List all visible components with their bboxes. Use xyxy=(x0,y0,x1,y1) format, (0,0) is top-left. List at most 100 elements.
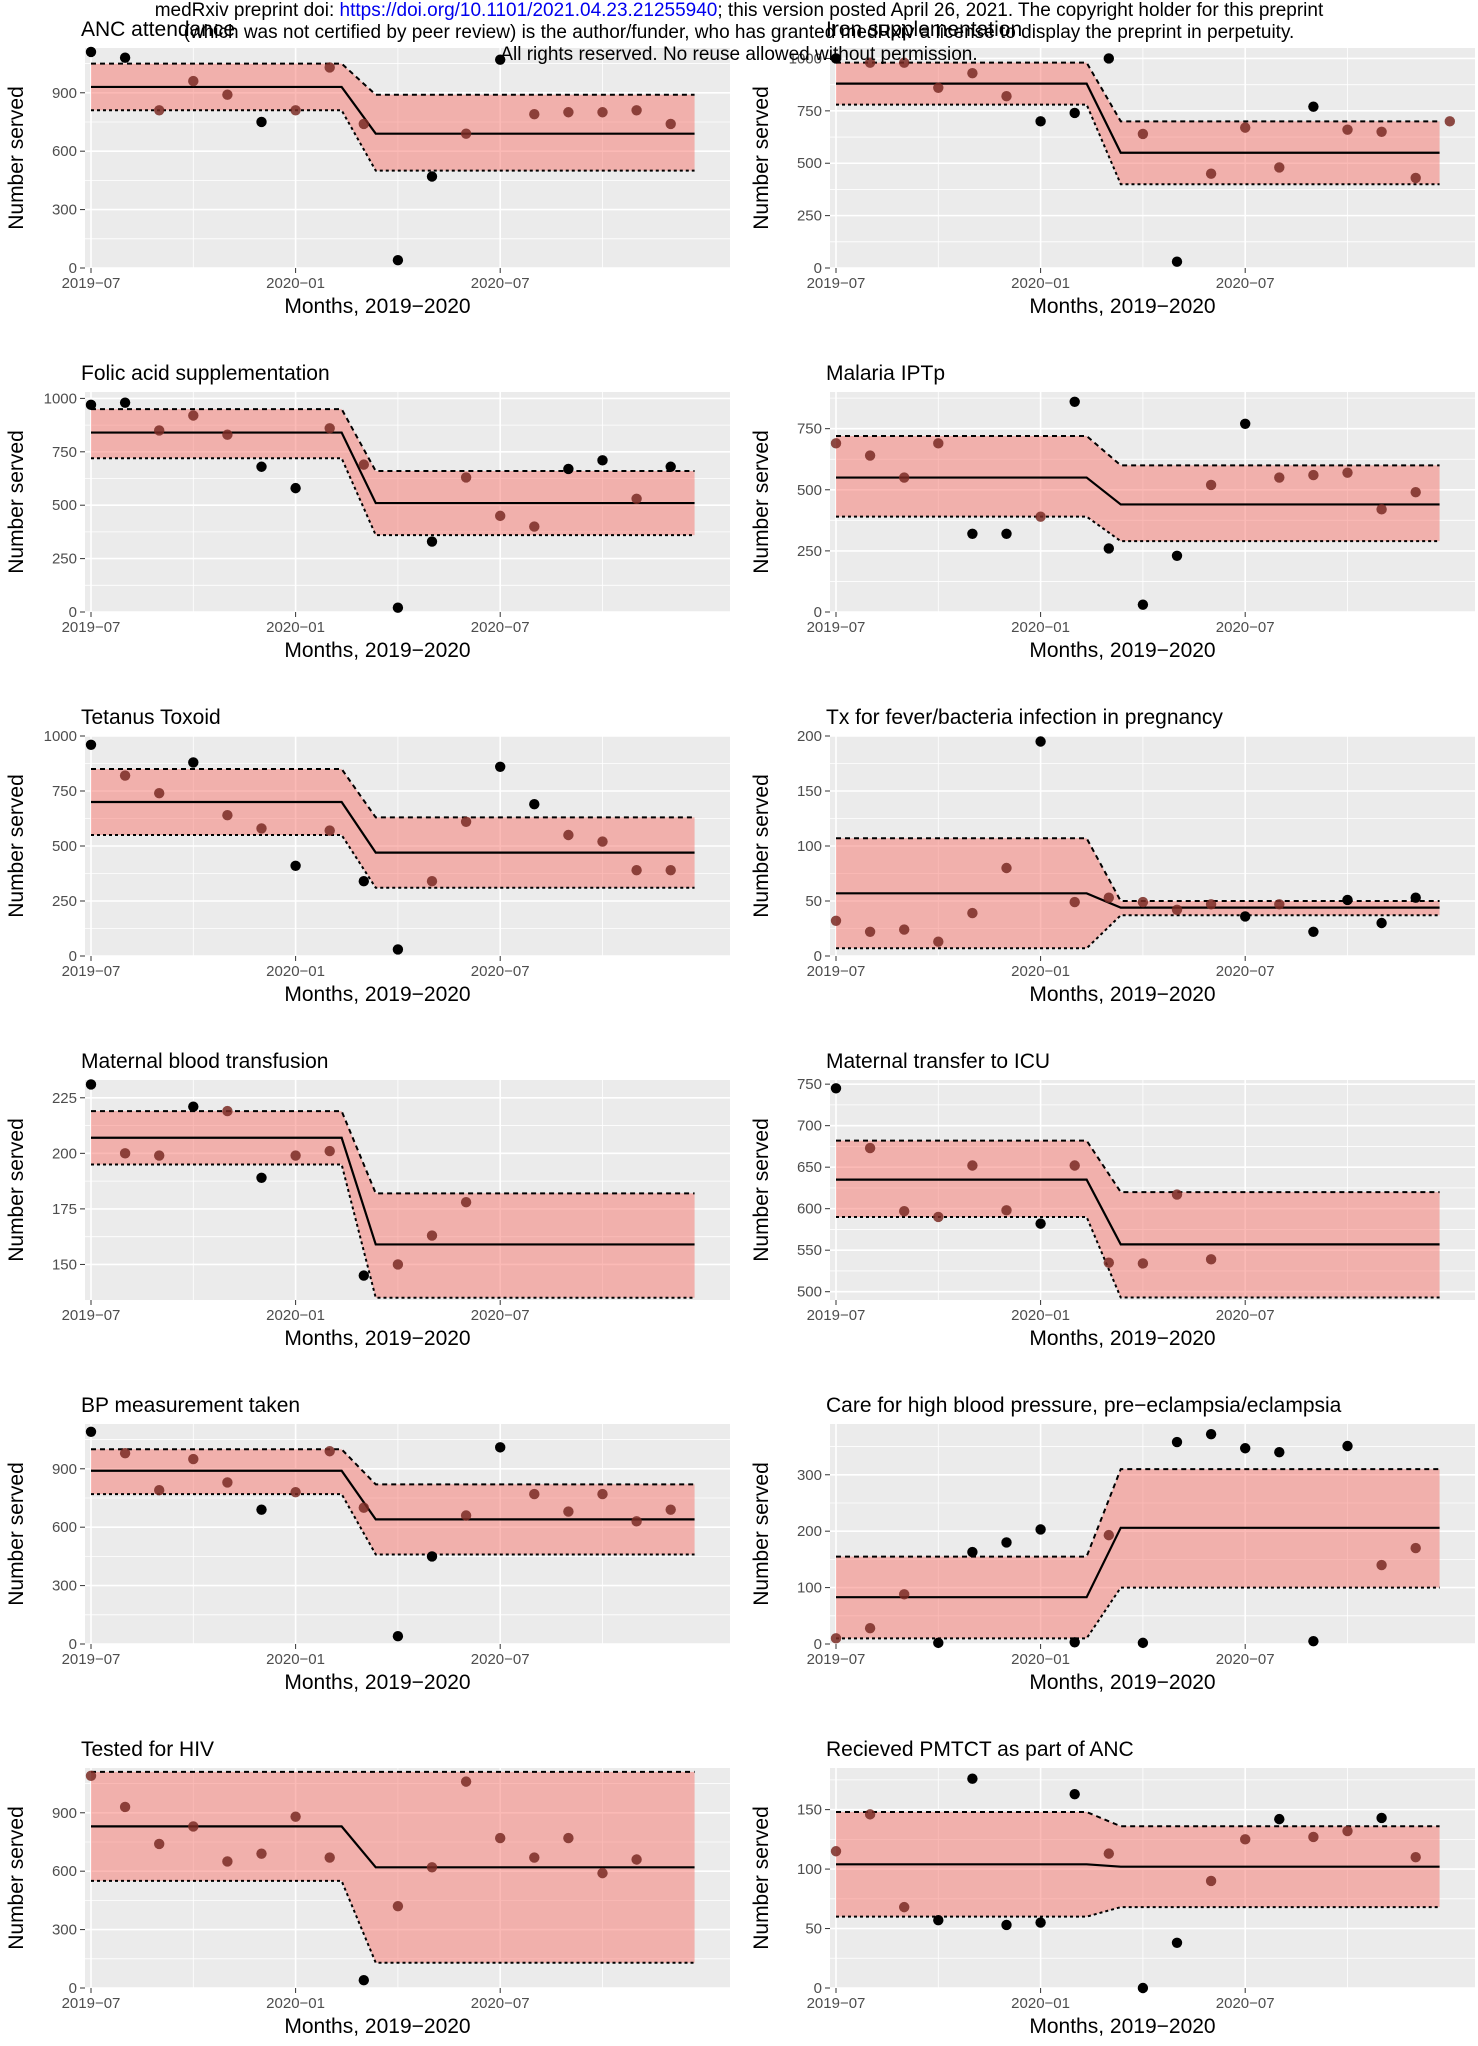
data-point xyxy=(392,1259,404,1270)
lower-bound-line xyxy=(836,515,1440,543)
data-point xyxy=(358,118,369,130)
data-point xyxy=(154,1838,165,1850)
y-tick-label: 650 xyxy=(797,1159,822,1176)
data-point xyxy=(563,107,574,118)
panel-3: 0 250 500 750 1000 2019−07 2020−01 2020−07 Folic… xyxy=(5,362,730,662)
y-tick-label: 1000 xyxy=(44,390,77,407)
data-point xyxy=(154,1484,165,1496)
y-tick-label: 0 xyxy=(69,1980,77,1997)
y-tick-label: 225 xyxy=(52,1090,77,1107)
x-axis-label: Months, 2019−2020 xyxy=(1029,1671,1215,1694)
fitted-line xyxy=(836,82,1440,154)
lower-bound-line xyxy=(836,1906,1440,1918)
data-point xyxy=(460,128,472,139)
data-point xyxy=(1137,1982,1149,1994)
y-tick-label: 500 xyxy=(52,838,77,855)
data-point xyxy=(1308,469,1319,481)
panel-title: Iron supplementation xyxy=(826,18,1022,41)
data-point xyxy=(426,1551,438,1562)
data-point xyxy=(222,810,233,821)
data-point xyxy=(597,107,608,118)
doi-link[interactable]: https://doi.org/10.1101/2021.04.23.21255… xyxy=(339,0,718,21)
fitted-line xyxy=(836,1178,1440,1246)
y-tick-label: 600 xyxy=(52,1863,77,1880)
upper-bound-line xyxy=(91,408,695,473)
y-tick-label: 550 xyxy=(797,1242,822,1259)
upper-bound-line xyxy=(91,62,695,96)
data-point xyxy=(495,1442,506,1453)
fitted-line xyxy=(836,1863,1440,1868)
x-tick-label: 2020−01 xyxy=(1011,1307,1070,1324)
data-point xyxy=(1171,1436,1183,1448)
data-point xyxy=(1274,899,1285,910)
y-tick-label: 500 xyxy=(797,155,822,172)
panel-title: Malaria IPTp xyxy=(826,362,945,385)
banner-line-2: (which was not certified by peer review)… xyxy=(183,22,1295,43)
data-point xyxy=(830,438,842,449)
data-point xyxy=(290,860,301,871)
x-tick-label: 2019−07 xyxy=(807,275,866,292)
panel-title: Tx for fever/bacteria infection in pregn… xyxy=(826,706,1223,729)
upper-bound-line xyxy=(91,768,695,819)
data-point xyxy=(1171,1937,1183,1949)
data-point xyxy=(256,1504,267,1515)
fitted-line xyxy=(91,431,695,505)
lower-bound-line xyxy=(836,1215,1440,1299)
panel-title: ANC attendance xyxy=(81,18,235,41)
data-point xyxy=(85,739,97,750)
y-tick-label: 0 xyxy=(69,948,77,965)
data-point xyxy=(324,62,335,73)
data-point xyxy=(256,116,267,128)
data-point xyxy=(85,1770,97,1781)
y-axis-label: Number served xyxy=(5,1118,28,1262)
panel-title: Tested for HIV xyxy=(81,1738,214,1761)
y-tick-label: 175 xyxy=(52,1201,77,1218)
y-tick-label: 50 xyxy=(805,1921,822,1938)
data-point xyxy=(460,1510,472,1521)
data-point xyxy=(899,924,910,935)
data-point xyxy=(1444,116,1456,127)
y-axis-label: Number served xyxy=(750,1462,773,1606)
data-point xyxy=(1342,467,1353,478)
y-tick-label: 200 xyxy=(797,728,822,745)
y-tick-label: 200 xyxy=(797,1523,822,1540)
panel-1: 0 300 600 900 2019−07 2020−01 2020−07 ANC atten… xyxy=(5,18,730,318)
x-tick-label: 2020−07 xyxy=(471,275,530,292)
x-tick-label: 2019−07 xyxy=(807,1307,866,1324)
y-tick-label: 750 xyxy=(52,783,77,800)
y-tick-label: 0 xyxy=(69,1636,77,1653)
data-point xyxy=(290,482,301,494)
y-tick-label: 300 xyxy=(52,1922,77,1939)
y-tick-label: 750 xyxy=(797,421,822,438)
data-point xyxy=(933,82,944,94)
panel-title: Care for high blood pressure, pre−eclamp… xyxy=(826,1394,1342,1417)
data-point xyxy=(1137,599,1149,610)
data-point xyxy=(597,836,608,847)
y-tick-label: 600 xyxy=(797,1201,822,1218)
data-point xyxy=(256,823,267,834)
y-tick-label: 250 xyxy=(797,543,822,560)
y-tick-label: 100 xyxy=(797,1861,822,1878)
data-point xyxy=(358,1975,369,1986)
y-tick-label: 500 xyxy=(52,497,77,514)
y-tick-label: 0 xyxy=(814,604,822,621)
data-point xyxy=(1069,1788,1080,1800)
panel-title: Maternal transfer to ICU xyxy=(826,1050,1050,1073)
data-point xyxy=(154,788,165,799)
data-point xyxy=(85,399,97,411)
data-point xyxy=(426,1862,438,1873)
x-tick-label: 2019−07 xyxy=(807,1651,866,1668)
data-point xyxy=(967,907,978,919)
y-tick-label: 900 xyxy=(52,1461,77,1478)
confidence-band xyxy=(836,838,1440,949)
y-tick-label: 750 xyxy=(797,1076,822,1093)
x-axis-label: Months, 2019−2020 xyxy=(1029,983,1215,1006)
data-point xyxy=(899,57,910,68)
data-point xyxy=(1035,1917,1046,1928)
data-point xyxy=(1137,128,1149,140)
data-point xyxy=(1069,396,1080,407)
y-axis-label: Number served xyxy=(750,86,773,230)
panel-12: 0 50 100 150 2019−07 2020−01 2020−07 Recieved P… xyxy=(750,1738,1475,2038)
data-point xyxy=(1308,1831,1319,1843)
y-tick-label: 600 xyxy=(52,143,77,160)
